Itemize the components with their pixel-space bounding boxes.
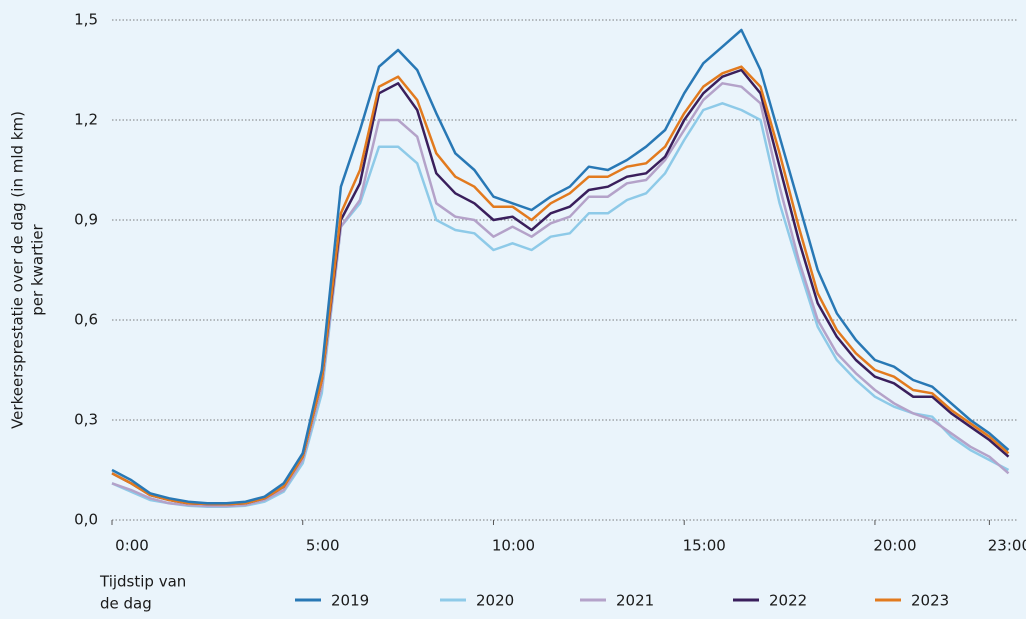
y-tick-label: 0,9 xyxy=(74,211,98,229)
y-tick-label: 1,5 xyxy=(74,11,98,29)
x-tick-label: 23:00 xyxy=(988,537,1026,555)
line-series xyxy=(111,82,1010,508)
line-series xyxy=(111,102,1010,508)
y-tick-label: 0,6 xyxy=(74,311,98,329)
x-axis-label: de dag xyxy=(100,595,152,613)
legend-label: 2020 xyxy=(476,592,514,610)
legend-label: 2019 xyxy=(331,592,369,610)
line-series xyxy=(111,28,1010,505)
x-tick-label: 0:00 xyxy=(115,537,149,555)
x-tick-label: 15:00 xyxy=(683,537,726,555)
legend-label: 2023 xyxy=(911,592,949,610)
y-axis-label: per kwartier xyxy=(29,223,47,315)
y-tick-label: 0,0 xyxy=(74,511,98,529)
x-tick-label: 20:00 xyxy=(873,537,916,555)
y-tick-label: 0,3 xyxy=(74,411,98,429)
line-series xyxy=(111,65,1010,506)
x-axis-label: Tijdstip van xyxy=(99,573,186,591)
x-tick-label: 10:00 xyxy=(492,537,535,555)
legend-label: 2021 xyxy=(616,592,654,610)
legend-label: 2022 xyxy=(769,592,807,610)
x-tick-label: 5:00 xyxy=(306,537,340,555)
y-axis-label: Verkeersprestatie over de dag (in mld km… xyxy=(9,111,27,429)
y-tick-label: 1,2 xyxy=(74,111,98,129)
